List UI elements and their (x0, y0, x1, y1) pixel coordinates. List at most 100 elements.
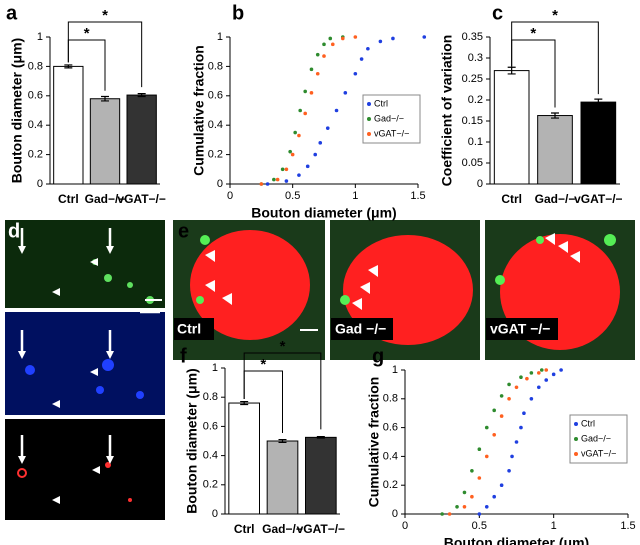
y-tick-label: 0.8 (203, 391, 218, 403)
data-point (298, 108, 302, 113)
significance-bracket (243, 352, 322, 430)
y-axis-title: Bouton diameter (μm) (184, 368, 200, 513)
data-point (477, 476, 482, 480)
error-bar (551, 112, 559, 119)
y-tick-label: 0.4 (203, 450, 218, 462)
data-point (353, 71, 358, 76)
bar (89, 98, 121, 185)
error-bar (64, 64, 73, 69)
data-point (440, 512, 444, 516)
x-axis-title: Bouton diameter (μm) (251, 205, 396, 221)
data-point (259, 182, 264, 186)
y-tick-label: 0.4 (383, 450, 398, 462)
y-tick-label: 0.2 (203, 479, 218, 491)
x-tick-label: 1 (352, 190, 358, 202)
data-point (484, 425, 489, 430)
y-axis-title: Bouton diameter (μm) (9, 38, 25, 183)
data-point (303, 111, 308, 116)
x-tick-label: vGAT−/− (117, 192, 165, 206)
x-tick-label: Ctrl (501, 192, 522, 206)
image-label: Gad −/− (335, 321, 386, 337)
legend-marker (367, 102, 371, 106)
data-point (499, 414, 504, 418)
y-tick-label: 0.3 (468, 52, 483, 64)
data-point (391, 36, 395, 41)
error-bar (101, 95, 109, 102)
y-tick-label: 0.2 (468, 94, 483, 106)
panel-label: f (180, 345, 187, 367)
data-point (559, 368, 563, 372)
y-tick-label: 1 (392, 364, 398, 376)
data-point (537, 371, 541, 375)
error-bar (240, 400, 249, 406)
y-tick-label: 0 (217, 178, 223, 190)
data-point (309, 91, 314, 95)
data-point (525, 376, 529, 381)
x-tick-label: Gad−/− (85, 192, 126, 206)
data-point (297, 173, 301, 177)
data-point (315, 52, 320, 57)
y-tick-label: 0.6 (28, 90, 43, 102)
image-d (5, 220, 165, 520)
significance-star: * (84, 25, 90, 42)
legend-label: vGAT−/− (581, 448, 616, 458)
data-point (484, 454, 489, 459)
y-tick-label: 0.1 (468, 136, 483, 148)
bar (305, 436, 337, 515)
significance-bracket (67, 21, 143, 88)
data-point (359, 57, 364, 61)
y-tick-label: 0.8 (383, 393, 398, 405)
data-point (284, 179, 289, 183)
data-point (334, 108, 339, 113)
x-tick-label: 0.5 (285, 190, 300, 202)
data-point (522, 411, 526, 416)
data-point (514, 385, 519, 390)
x-tick-label: 1.5 (620, 520, 635, 532)
data-point (499, 483, 504, 488)
x-axis-title: Bouton diameter (μm) (444, 535, 589, 545)
data-point (492, 494, 497, 499)
data-point (539, 368, 544, 372)
x-tick-label: 0.5 (472, 520, 487, 532)
image-label: Ctrl (177, 321, 201, 337)
data-point (544, 368, 549, 372)
y-tick-label: 0 (212, 508, 218, 520)
data-point (529, 371, 534, 375)
data-point (544, 378, 549, 382)
image-label: vGAT −/− (490, 321, 550, 337)
data-point (303, 89, 308, 94)
bar (228, 402, 260, 515)
significance-star: * (102, 7, 108, 24)
y-tick-label: 0.2 (208, 149, 223, 161)
legend-label: vGAT−/− (374, 128, 409, 138)
y-tick-label: 0.4 (28, 119, 43, 131)
data-point (280, 167, 285, 172)
legend-box (569, 414, 628, 464)
x-tick-label: vGAT−/− (297, 522, 345, 536)
error-bar (507, 66, 516, 75)
legend-marker (367, 132, 371, 136)
bar (537, 115, 573, 185)
data-point (275, 177, 280, 182)
bar (493, 70, 530, 185)
error-bar (316, 436, 325, 439)
y-tick-label: 0 (37, 178, 43, 190)
data-point (325, 126, 330, 130)
y-tick-label: 0 (477, 178, 483, 190)
y-tick-label: 0.25 (462, 73, 483, 85)
data-point (507, 397, 511, 401)
data-point (484, 505, 489, 509)
data-point (529, 397, 534, 401)
panel-label: c (492, 2, 503, 24)
x-tick-label: Gad−/− (262, 522, 303, 536)
y-tick-label: 0.35 (462, 31, 483, 43)
y-tick-label: 0.15 (462, 115, 483, 127)
data-point (455, 505, 459, 509)
y-axis-title: Cumulative fraction (366, 377, 382, 508)
y-tick-label: 0.05 (462, 157, 483, 169)
data-point (284, 167, 289, 172)
data-point (477, 447, 482, 452)
y-tick-label: 1 (37, 31, 43, 43)
y-tick-label: 0.2 (383, 479, 398, 491)
significance-star: * (552, 7, 558, 24)
